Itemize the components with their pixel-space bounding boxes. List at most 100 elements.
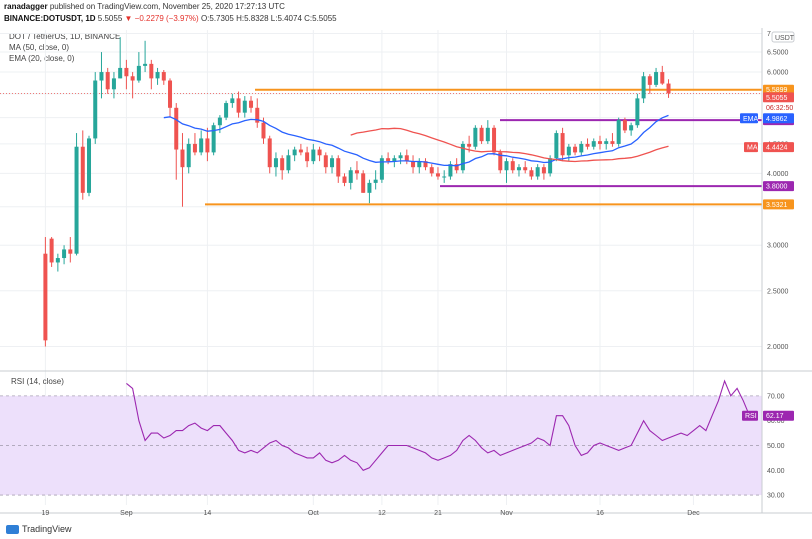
candle-body[interactable] [267, 138, 272, 168]
candle-body[interactable] [124, 67, 129, 77]
currency-badge[interactable] [771, 31, 795, 43]
candle-body[interactable] [585, 143, 590, 147]
candle-body[interactable] [80, 146, 85, 193]
candle-body[interactable] [541, 167, 546, 174]
candle-body[interactable] [74, 146, 79, 254]
candle-body[interactable] [379, 158, 384, 180]
candle-body[interactable] [230, 98, 235, 104]
candle-body[interactable] [249, 100, 254, 108]
candle-body[interactable] [168, 80, 173, 108]
candle-body[interactable] [610, 141, 615, 144]
candle-body[interactable] [62, 249, 67, 259]
candle-body[interactable] [280, 158, 285, 171]
candle-body[interactable] [93, 80, 98, 139]
candle-body[interactable] [485, 127, 490, 142]
candle-body[interactable] [666, 83, 671, 94]
candle-body[interactable] [573, 146, 578, 153]
candle-body[interactable] [404, 155, 409, 162]
candle-body[interactable] [305, 152, 310, 162]
candle-body[interactable] [529, 170, 534, 177]
candle-body[interactable] [448, 164, 453, 177]
candle-body[interactable] [286, 155, 291, 171]
candle-body[interactable] [105, 72, 110, 90]
candle-body[interactable] [535, 167, 540, 177]
candle-body[interactable] [479, 127, 484, 142]
author-name[interactable]: ranadagger [4, 2, 48, 11]
candle-body[interactable] [136, 65, 141, 81]
candle-body[interactable] [149, 63, 154, 79]
candle-body[interactable] [186, 143, 191, 168]
candle-body[interactable] [411, 161, 416, 168]
candle-body[interactable] [118, 67, 123, 79]
candle-body[interactable] [348, 170, 353, 183]
candle-body[interactable] [423, 161, 428, 168]
legend-ema[interactable]: EMA (20, close, 0) [9, 54, 75, 63]
candle-body[interactable] [199, 138, 204, 153]
candle-body[interactable] [629, 125, 634, 131]
candle-body[interactable] [242, 100, 247, 113]
candle-body[interactable] [211, 125, 216, 153]
candle-body[interactable] [317, 149, 322, 156]
candle-body[interactable] [180, 149, 185, 168]
candle-body[interactable] [429, 167, 434, 174]
candle-body[interactable] [597, 141, 602, 144]
candle-body[interactable] [654, 72, 659, 85]
candle-body[interactable] [435, 173, 440, 177]
candle-body[interactable] [622, 120, 627, 131]
candle-body[interactable] [386, 158, 391, 162]
candle-body[interactable] [460, 143, 465, 171]
candle-body[interactable] [292, 149, 297, 156]
candle-body[interactable] [342, 176, 347, 183]
candle-body[interactable] [473, 127, 478, 147]
candle-body[interactable] [155, 72, 160, 79]
candle-body[interactable] [99, 72, 104, 81]
candle-body[interactable] [554, 133, 559, 159]
candle-body[interactable] [591, 141, 596, 147]
candle-body[interactable] [217, 117, 222, 126]
candle-body[interactable] [161, 72, 166, 81]
candle-body[interactable] [635, 98, 640, 126]
candle-body[interactable] [523, 167, 528, 171]
candle-body[interactable] [323, 155, 328, 168]
candle-body[interactable] [49, 238, 54, 263]
candle-body[interactable] [354, 170, 359, 174]
rsi-line[interactable] [126, 379, 751, 471]
candle-body[interactable] [174, 107, 179, 150]
candle-body[interactable] [336, 158, 341, 177]
candle-body[interactable] [55, 258, 60, 263]
candle-body[interactable] [467, 143, 472, 147]
tradingview-brand[interactable]: TradingView [6, 524, 72, 534]
candle-body[interactable] [192, 143, 197, 153]
candle-body[interactable] [548, 158, 553, 174]
candle-body[interactable] [330, 158, 335, 168]
candle-body[interactable] [616, 120, 621, 144]
candle-body[interactable] [516, 167, 521, 171]
candle-body[interactable] [498, 152, 503, 171]
candle-body[interactable] [68, 249, 73, 254]
candle-body[interactable] [130, 76, 135, 81]
ema-20-line[interactable] [163, 114, 669, 167]
candle-body[interactable] [311, 149, 316, 162]
candle-body[interactable] [560, 133, 565, 156]
candle-body[interactable] [398, 155, 403, 159]
candle-body[interactable] [373, 179, 378, 183]
candle-body[interactable] [510, 161, 515, 171]
candle-body[interactable] [442, 176, 447, 178]
candle-body[interactable] [392, 158, 397, 162]
candle-body[interactable] [504, 161, 509, 171]
candle-body[interactable] [604, 141, 609, 144]
candle-body[interactable] [298, 149, 303, 153]
candle-body[interactable] [660, 72, 665, 84]
candle-body[interactable] [43, 253, 48, 341]
candle-body[interactable] [579, 143, 584, 153]
candle-body[interactable] [367, 182, 372, 193]
candle-body[interactable] [273, 158, 278, 168]
legend-ma[interactable]: MA (50, close, 0) [9, 43, 70, 52]
candle-body[interactable] [236, 98, 241, 113]
candle-body[interactable] [641, 76, 646, 99]
candle-body[interactable] [87, 138, 92, 193]
candle-body[interactable] [255, 107, 260, 123]
ma-50-line[interactable] [350, 127, 669, 163]
candle-body[interactable] [261, 122, 266, 139]
